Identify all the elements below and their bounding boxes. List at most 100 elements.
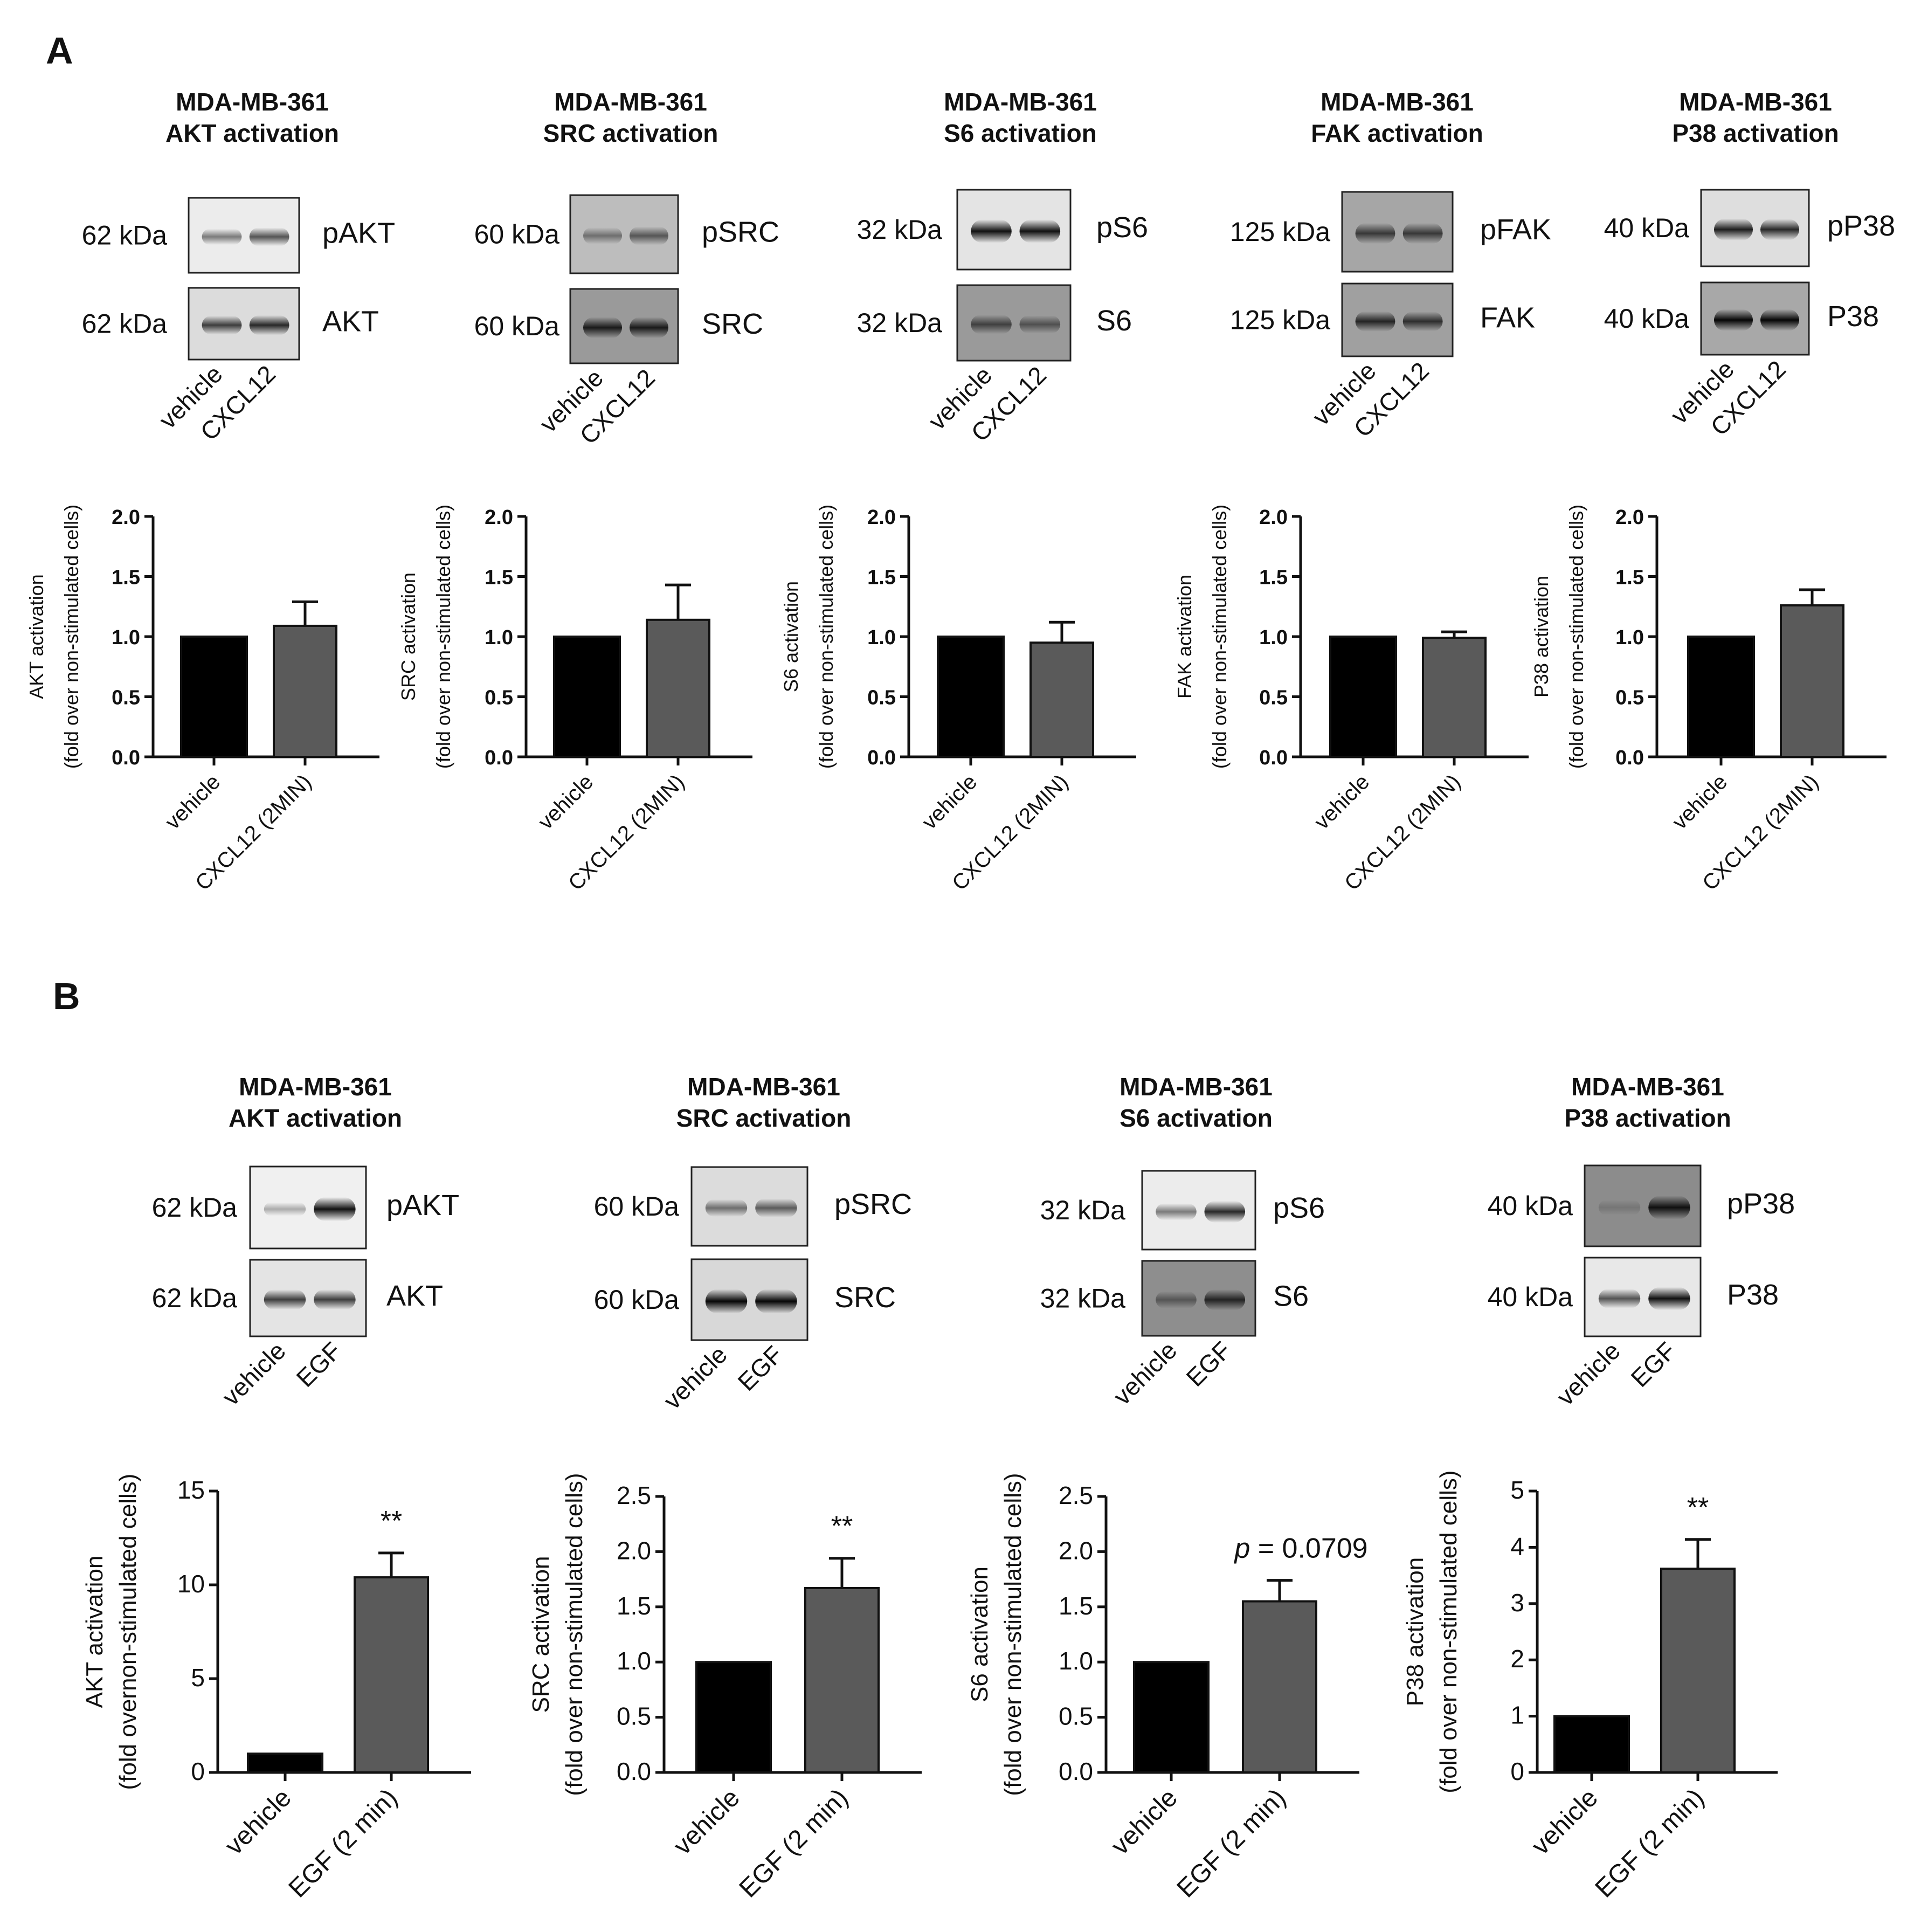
blot-title-line2: SRC activation	[676, 1104, 852, 1132]
y-tick-label: 1.0	[617, 1647, 651, 1675]
top-protein-label: pP38	[1827, 210, 1895, 242]
y-axis-label-line1: AKT activation	[25, 574, 47, 699]
bottom-protein-label: SRC	[702, 308, 763, 340]
top-kda-label: 40 kDa	[1604, 213, 1690, 243]
y-tick-label: 2.0	[112, 506, 140, 529]
y-axis-label-line1: SRC activation	[528, 1556, 554, 1713]
bottom-protein-label: SRC	[834, 1281, 896, 1314]
lane-label-1: vehicle	[217, 1336, 291, 1411]
bottom-protein-label: S6	[1096, 305, 1132, 337]
bottom-band-lane-1	[1355, 311, 1395, 332]
y-tick-label: 2.0	[1615, 506, 1644, 529]
y-tick-label: 5	[191, 1664, 205, 1692]
bar-treatment	[646, 618, 710, 758]
top-band-lane-1	[202, 229, 242, 245]
bar-treatment	[1422, 637, 1487, 758]
y-tick-label: 0.0	[617, 1757, 651, 1785]
y-tick-label: 0.5	[867, 687, 896, 709]
bottom-band-lane-1	[1598, 1289, 1641, 1308]
bar-vehicle	[695, 1661, 772, 1774]
top-band-lane-2	[630, 226, 668, 245]
top-band-lane-2	[1019, 219, 1061, 243]
blot-title-line2: AKT activation	[229, 1104, 402, 1132]
bottom-kda-label: 60 kDa	[594, 1285, 680, 1315]
bottom-protein-label: FAK	[1480, 302, 1535, 334]
y-axis-label-line1: S6 activation	[966, 1567, 993, 1702]
bottom-band-lane-1	[264, 1289, 306, 1310]
x-category-label: vehicle	[668, 1783, 745, 1860]
top-protein-label: pS6	[1273, 1192, 1325, 1224]
bottom-band-lane-2	[314, 1289, 356, 1310]
y-tick-label: 1.5	[1059, 1592, 1093, 1620]
y-tick-label: 3	[1510, 1589, 1524, 1617]
y-tick-label: 1.0	[867, 626, 896, 649]
bottom-band-lane-2	[1648, 1287, 1690, 1310]
top-protein-label: pSRC	[834, 1188, 912, 1220]
x-category-label: EGF (2 min)	[283, 1783, 403, 1903]
x-category-label: vehicle	[1526, 1783, 1604, 1860]
top-kda-label: 60 kDa	[594, 1191, 680, 1222]
y-tick-label: 0.0	[1615, 747, 1644, 769]
bar-treatment	[354, 1576, 429, 1774]
blot-title-line1: MDA-MB-361	[944, 88, 1097, 116]
y-tick-label: 1.0	[112, 626, 140, 649]
bottom-band-lane-1	[202, 315, 242, 335]
y-tick-label: 1.0	[1059, 1647, 1093, 1675]
x-category-label: vehicle	[1106, 1783, 1183, 1860]
blot-title-line2: P38 activation	[1672, 119, 1839, 147]
top-band-lane-1	[971, 219, 1012, 243]
y-axis-label-line2: (fold over non-stimulated cells)	[1208, 505, 1231, 769]
y-axis-label-line1: SRC activation	[397, 572, 419, 701]
y-tick-label: 1.0	[1259, 626, 1288, 649]
lane-label-2: EGF	[291, 1336, 347, 1392]
top-band-lane-1	[583, 227, 622, 244]
top-protein-label: pSRC	[702, 216, 779, 249]
bottom-band-lane-2	[1402, 312, 1443, 332]
top-band-lane-1	[1598, 1199, 1641, 1216]
top-kda-label: 60 kDa	[474, 219, 560, 250]
x-category-label: EGF (2 min)	[1171, 1783, 1291, 1903]
bar-vehicle	[1329, 636, 1397, 758]
bar-vehicle	[247, 1752, 323, 1774]
y-tick-label: 10	[177, 1570, 205, 1598]
y-tick-label: 0.5	[617, 1702, 651, 1730]
top-band-lane-2	[314, 1197, 356, 1222]
x-category-label: vehicle	[1310, 770, 1374, 834]
bar-treatment	[1660, 1568, 1736, 1774]
y-axis-label-line2: (fold over non-stimulated cells)	[1000, 1473, 1026, 1796]
bottom-kda-label: 125 kDa	[1230, 305, 1330, 335]
bottom-band-lane-2	[249, 315, 289, 335]
x-category-label: vehicle	[161, 770, 225, 834]
y-axis-label-line1: AKT activation	[81, 1556, 108, 1708]
top-kda-label: 32 kDa	[1040, 1195, 1126, 1225]
blot-title-line1: MDA-MB-361	[1571, 1073, 1724, 1101]
bottom-kda-label: 32 kDa	[857, 308, 943, 338]
lane-label-1: vehicle	[1551, 1336, 1626, 1411]
top-band-lane-2	[1402, 223, 1443, 244]
bottom-band-lane-2	[1019, 315, 1061, 334]
bar-treatment	[1242, 1600, 1317, 1774]
y-axis-label-line2: (fold over non-stimulated cells)	[1565, 505, 1587, 769]
top-kda-label: 32 kDa	[857, 215, 943, 245]
y-axis-label-line2: (fold over non-stimulated cells)	[60, 505, 82, 769]
y-tick-label: 0	[1510, 1757, 1524, 1785]
top-protein-label: pAKT	[322, 217, 395, 250]
panel-label-a: A	[46, 30, 73, 72]
x-category-label: vehicle	[534, 770, 598, 834]
y-tick-label: 2.0	[617, 1536, 651, 1564]
bar-treatment	[273, 624, 337, 758]
western-blot-b-2: MDA-MB-361 SRC activation 60 kDa pSRC 60 kDa…	[594, 1073, 912, 1414]
western-blot-a-5: MDA-MB-361 P38 activation 40 kDa pP38 40 kDa…	[1604, 88, 1896, 441]
y-tick-label: 1.0	[485, 626, 513, 649]
top-band-lane-2	[1204, 1200, 1246, 1223]
top-kda-label: 62 kDa	[82, 220, 168, 251]
y-tick-label: 0.0	[112, 747, 140, 769]
y-tick-label: 1.5	[1259, 567, 1288, 589]
blot-title-line2: SRC activation	[543, 119, 718, 147]
top-kda-label: 125 kDa	[1230, 217, 1330, 247]
top-band-lane-2	[1760, 219, 1799, 240]
y-tick-label: 1	[1510, 1701, 1524, 1729]
